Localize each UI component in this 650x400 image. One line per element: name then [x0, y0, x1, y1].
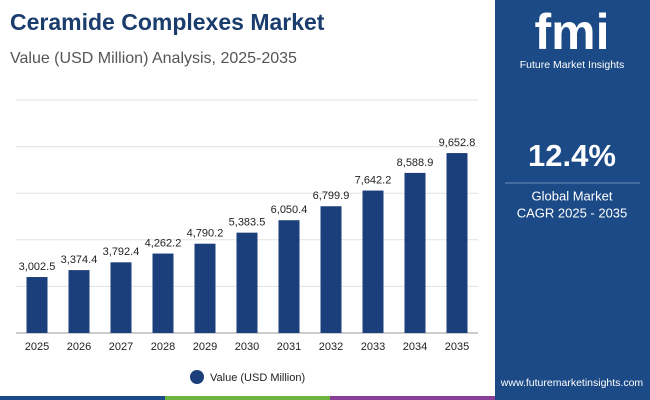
bar — [236, 232, 258, 333]
chart-title: Ceramide Complexes Market — [10, 9, 325, 35]
value-label: 3,374.4 — [61, 254, 98, 266]
chart-subtitle: Value (USD Million) Analysis, 2025-2035 — [10, 50, 297, 67]
x-tick-label: 2029 — [193, 341, 217, 353]
cagr-label: CAGR 2025 - 2035 — [517, 205, 628, 220]
bar — [110, 262, 132, 333]
strip — [495, 396, 650, 400]
logo: fmi — [535, 4, 610, 60]
bar — [26, 277, 48, 333]
value-label: 4,262.2 — [145, 237, 182, 249]
value-label: 6,050.4 — [271, 204, 308, 216]
x-tick-label: 2033 — [361, 341, 385, 353]
bar — [446, 153, 468, 333]
value-label: 7,642.2 — [355, 174, 392, 186]
strip — [0, 396, 165, 400]
legend-label: Value (USD Million) — [210, 372, 305, 384]
bar — [404, 172, 426, 333]
brand: Future Market Insights — [520, 59, 624, 71]
x-tick-label: 2034 — [403, 341, 427, 353]
bar — [278, 220, 300, 333]
strip — [165, 396, 330, 400]
value-label: 9,652.8 — [439, 137, 476, 149]
value-label: 5,383.5 — [229, 217, 266, 229]
x-tick-label: 2035 — [445, 341, 469, 353]
x-tick-label: 2027 — [109, 341, 133, 353]
x-tick-label: 2032 — [319, 341, 343, 353]
x-tick-label: 2030 — [235, 341, 259, 353]
x-tick-label: 2028 — [151, 341, 175, 353]
website: www.futuremarketinsights.com — [500, 377, 644, 389]
cagr-value: 12.4% — [528, 138, 616, 173]
value-label: 6,799.9 — [313, 190, 350, 202]
value-label: 3,002.5 — [19, 261, 56, 273]
x-tick-label: 2026 — [67, 341, 91, 353]
bar — [362, 190, 384, 333]
x-tick-label: 2031 — [277, 341, 301, 353]
cagr-label: Global Market — [532, 188, 613, 203]
side-panel — [495, 0, 650, 400]
x-tick-label: 2025 — [25, 341, 49, 353]
bar — [152, 253, 174, 333]
value-label: 4,790.2 — [187, 228, 224, 240]
strip — [330, 396, 495, 400]
bar — [68, 270, 90, 333]
value-label: 8,588.9 — [397, 157, 434, 169]
bar — [320, 206, 342, 333]
bar — [194, 243, 216, 333]
legend-marker — [190, 370, 204, 384]
value-label: 3,792.4 — [103, 246, 140, 258]
